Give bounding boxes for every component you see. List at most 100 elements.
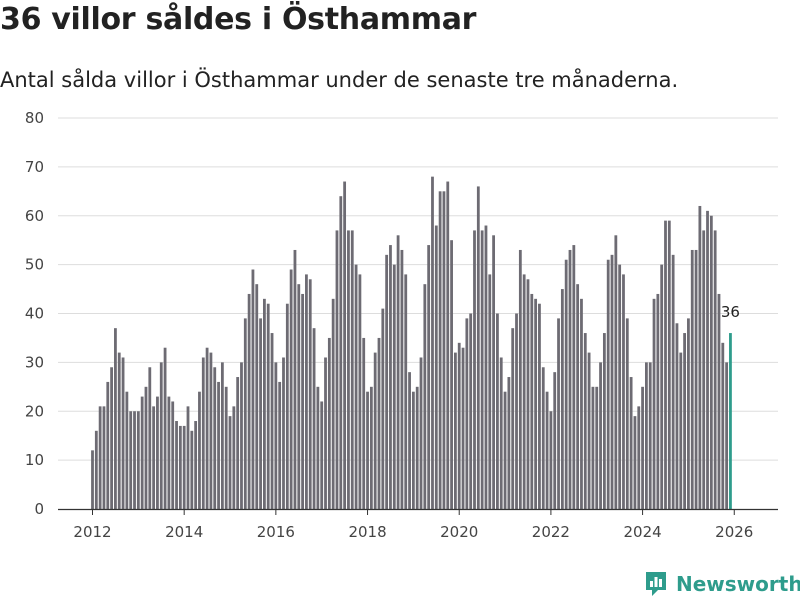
bar [419,357,423,509]
bar [511,328,515,509]
bar [480,230,484,509]
bar [526,279,530,509]
bar [182,425,186,509]
bar [499,357,503,509]
bar [648,362,652,509]
bar [706,210,709,510]
bar [129,411,133,509]
bar [503,391,507,509]
bar [633,416,637,509]
x-tick-label-2016: 2016 [257,523,295,541]
bar [629,377,633,509]
bar [576,284,580,509]
bar [278,381,282,509]
bar [484,225,488,509]
bar [133,411,136,509]
bar [690,249,694,509]
bar [557,318,560,509]
bar [702,230,706,509]
bar [144,386,148,509]
bar [243,318,247,509]
bar [469,313,473,509]
y-tick-label-80: 80 [25,109,44,127]
bar [683,333,686,509]
bar [614,235,618,510]
bar [671,254,675,509]
bar [698,205,702,509]
bar [354,264,358,509]
bar [534,298,538,509]
chart-subtitle: Antal sålda villor i Östhammar under de … [0,68,679,92]
bar [423,284,427,509]
bar [347,230,350,509]
bar [709,215,713,509]
bar [664,220,667,509]
x-tick-label-2014: 2014 [165,523,203,541]
bar [198,391,201,509]
y-tick-label-70: 70 [25,158,44,176]
bar [339,196,343,509]
bar [91,450,94,509]
bar [220,362,224,509]
bar [263,298,266,509]
bar-chart-logo-icon [646,572,666,596]
bar [224,386,228,509]
highlight-value-label: 36 [721,303,740,321]
bar [721,342,725,509]
bar [476,186,480,510]
bar [610,254,614,509]
y-tick-label-0: 0 [34,500,44,518]
bar [507,377,511,509]
bar [236,377,240,509]
bar [98,406,102,509]
bar [560,289,564,509]
bar [140,396,144,509]
bar [289,269,293,509]
bar [125,391,129,509]
bar [171,401,175,509]
bar [301,293,304,509]
bar [415,386,419,509]
bar [178,425,182,509]
bar [530,293,534,509]
bar [270,333,274,509]
bar [637,406,641,509]
bar [454,352,457,509]
bar [492,235,495,510]
bar [305,274,308,509]
bar [201,357,205,509]
bar [717,293,721,509]
bar [725,362,729,509]
bar [583,333,587,509]
bar [587,352,591,509]
bar [518,249,522,509]
x-tick-label-2024: 2024 [623,523,661,541]
x-tick-label-2026: 2026 [715,523,753,541]
x-tick-label-2012: 2012 [73,523,111,541]
bar [377,337,381,509]
bar [343,181,347,509]
bar [694,249,698,509]
bar [373,352,377,509]
bar [381,308,385,509]
bar [350,230,354,509]
bar [232,406,236,509]
bar [324,357,327,509]
bar [411,391,415,509]
bar [106,381,110,509]
bar [687,318,690,509]
bar [217,381,220,509]
bar [186,406,190,509]
bar [660,264,664,509]
bar [175,421,178,509]
bar [602,333,606,509]
bar [209,352,213,509]
bar [369,386,373,509]
bar [362,337,366,509]
bar [117,352,121,509]
bar [308,279,312,509]
bar [320,401,324,509]
bar [152,406,156,509]
y-tick-label-20: 20 [25,402,44,420]
